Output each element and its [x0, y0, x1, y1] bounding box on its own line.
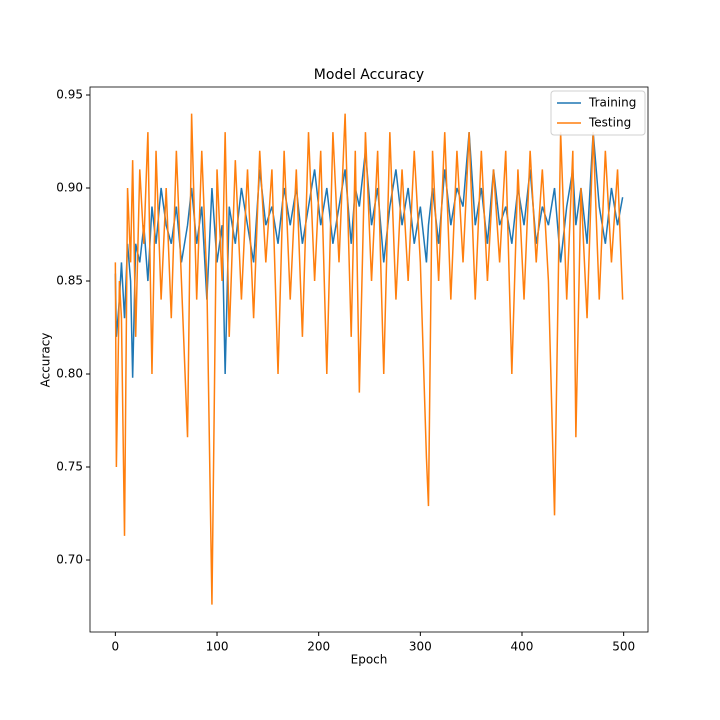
x-tick-label: 400	[511, 640, 534, 654]
x-tick-label: 200	[307, 640, 330, 654]
legend-box	[550, 90, 646, 136]
y-tick-label: 0.70	[56, 553, 83, 567]
legend-label: Training	[588, 96, 636, 110]
chart-title: Model Accuracy	[314, 67, 424, 83]
y-tick-label: 0.80	[56, 367, 83, 381]
y-tick-label: 0.75	[56, 460, 83, 474]
x-tick-label: 0	[112, 640, 120, 654]
x-tick-label: 500	[612, 640, 635, 654]
y-tick-label: 0.90	[56, 181, 83, 195]
y-tick-label: 0.85	[56, 274, 83, 288]
y-axis-label: Accuracy	[39, 333, 53, 388]
x-axis-label: Epoch	[351, 653, 388, 667]
x-tick-label: 300	[409, 640, 432, 654]
line-series	[114, 113, 624, 605]
x-tick-label: 100	[206, 640, 229, 654]
y-tick-label: 0.95	[56, 87, 83, 101]
plot-frame	[89, 86, 649, 633]
legend-label: Testing	[588, 116, 631, 130]
